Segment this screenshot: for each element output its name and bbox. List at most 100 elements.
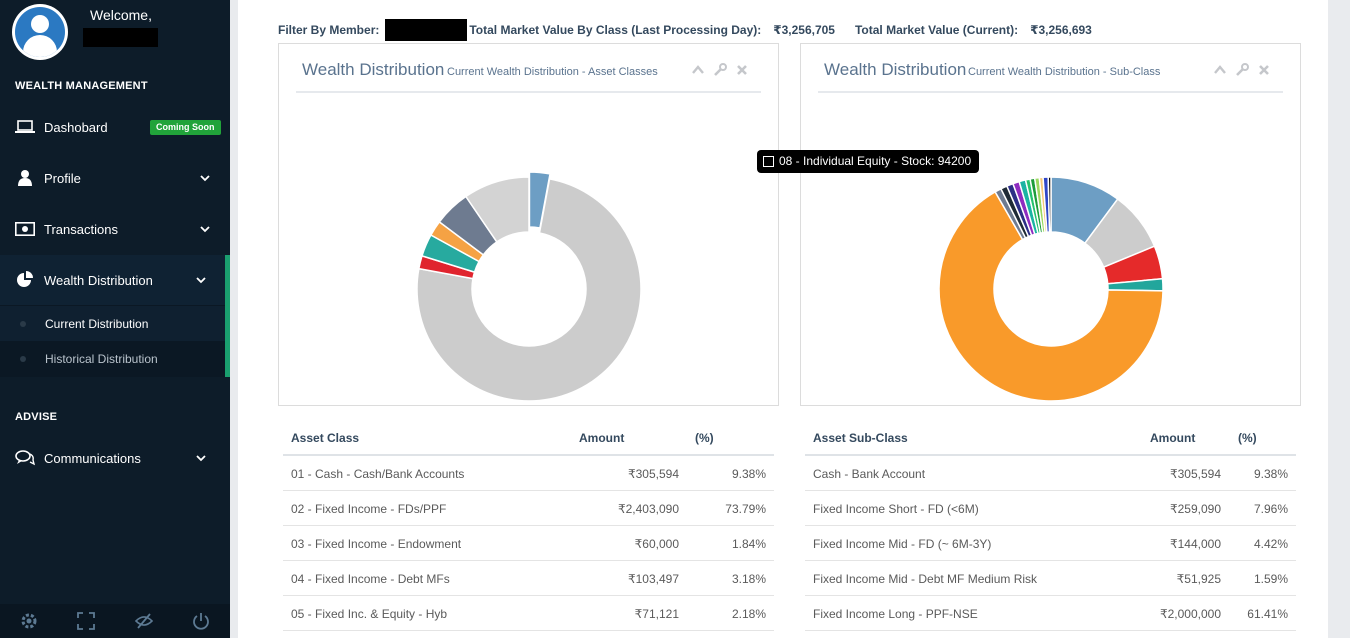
bullet-icon <box>20 355 26 362</box>
sidebar-item-transactions[interactable]: Transactions <box>0 204 230 254</box>
sub-class-table: Asset Sub-Class Amount (%) Cash - Bank A… <box>805 420 1296 631</box>
table-row: 05 - Fixed Inc. & Equity - Hyb ₹71,121 2.1… <box>283 596 774 631</box>
cell-percent: 3.18% <box>731 572 766 586</box>
sidebar-item-label: Dashobard <box>44 119 108 135</box>
sidebar-item-wealth-distribution[interactable]: Wealth Distribution <box>0 255 230 305</box>
sidebar-subitem-historical[interactable]: Historical Distribution <box>0 341 225 376</box>
current-total-label: Total Market Value (Current): <box>854 23 1019 37</box>
asset-class-donut-chart[interactable] <box>279 94 778 405</box>
chat-icon <box>14 449 36 467</box>
cell-percent: 61.41% <box>1247 607 1288 621</box>
chevron-down-icon <box>194 273 208 287</box>
cell-amount: ₹305,594 <box>1169 467 1221 481</box>
cell-amount: ₹103,497 <box>627 572 679 586</box>
sidebar-footer <box>0 604 230 638</box>
section-title-advise: ADVISE <box>15 411 58 423</box>
col-header-percent: (%) <box>1238 431 1257 445</box>
main-area: Filter By Member: Total Market Value By … <box>230 0 1350 638</box>
class-total-label: Total Market Value By Class (Last Proces… <box>469 23 762 37</box>
user-icon <box>15 7 65 57</box>
sub-class-donut-chart[interactable] <box>801 94 1300 405</box>
sidebar-subitem-label: Current Distribution <box>45 316 149 331</box>
laptop-icon <box>14 118 36 136</box>
table-row: Fixed Income Long - PPF-NSE ₹2,000,000 61.… <box>805 596 1296 631</box>
table-row: Fixed Income Mid - Debt MF Medium Risk ₹5… <box>805 561 1296 596</box>
table-row: 04 - Fixed Income - Debt MFs ₹103,497 3.18… <box>283 561 774 596</box>
user-block: Welcome, <box>0 0 230 64</box>
cell-percent: 9.38% <box>1253 467 1288 481</box>
cell-class: 02 - Fixed Income - FDs/PPF <box>291 502 447 516</box>
cell-percent: 7.96% <box>1253 502 1288 516</box>
cell-amount: ₹144,000 <box>1169 537 1221 551</box>
chart-tooltip: 08 - Individual Equity - Stock: 94200 <box>757 150 980 173</box>
close-icon[interactable] <box>1257 63 1271 77</box>
donut-slice[interactable] <box>416 178 642 402</box>
sidebar-item-label: Communications <box>44 450 141 466</box>
welcome-text: Welcome, <box>90 7 152 23</box>
cell-class: Fixed Income Short - FD (<6M) <box>813 502 979 516</box>
sidebar-item-dashboard[interactable]: Dashobard Coming Soon <box>0 102 230 152</box>
cell-percent: 4.42% <box>1253 537 1288 551</box>
filter-row: Filter By Member: Total Market Value By … <box>278 19 1092 41</box>
gear-icon[interactable] <box>20 612 38 630</box>
table-row: 03 - Fixed Income - Endowment ₹60,000 1.84… <box>283 526 774 561</box>
donut-slice[interactable] <box>464 176 530 243</box>
sidebar: Welcome, WEALTH MANAGEMENT Dashobard Com… <box>0 0 230 638</box>
wrench-icon[interactable] <box>713 63 727 77</box>
table-header: Asset Sub-Class Amount (%) <box>805 420 1296 456</box>
col-header-amount: Amount <box>579 431 625 445</box>
collapse-icon[interactable] <box>1213 63 1227 77</box>
cell-class: 01 - Cash - Cash/Bank Accounts <box>291 467 465 481</box>
coming-soon-badge: Coming Soon <box>150 120 221 135</box>
cell-amount: ₹2,403,090 <box>617 502 679 516</box>
sidebar-item-communications[interactable]: Communications <box>0 433 230 483</box>
table-row: Fixed Income Short - FD (<6M) ₹259,090 7.9… <box>805 491 1296 526</box>
donut-slice[interactable] <box>1047 176 1052 233</box>
cell-class: Fixed Income Mid - Debt MF Medium Risk <box>813 572 1038 586</box>
col-header-asset-class: Asset Class <box>291 431 360 445</box>
sidebar-item-label: Transactions <box>44 221 118 237</box>
cell-amount: ₹2,000,000 <box>1159 607 1221 621</box>
current-total-value: ₹3,256,693 <box>1030 23 1092 37</box>
table-row: 02 - Fixed Income - FDs/PPF ₹2,403,090 73.… <box>283 491 774 526</box>
cell-class: 05 - Fixed Inc. & Equity - Hyb <box>291 607 448 621</box>
cell-percent: 73.79% <box>725 502 766 516</box>
content-card: Filter By Member: Total Market Value By … <box>238 0 1328 638</box>
asset-class-table: Asset Class Amount (%) 01 - Cash - Cash/… <box>283 420 774 631</box>
member-select[interactable] <box>385 19 468 41</box>
sidebar-item-label: Profile <box>44 170 81 186</box>
sidebar-item-label: Wealth Distribution <box>44 272 153 288</box>
bullet-icon <box>20 320 26 327</box>
user-icon <box>14 169 36 187</box>
panel-sub-classes: Wealth Distribution Current Wealth Distr… <box>800 43 1301 406</box>
cell-class: Cash - Bank Account <box>813 467 926 481</box>
panel-tools <box>1213 63 1271 77</box>
collapse-icon[interactable] <box>691 63 705 77</box>
chevron-down-icon <box>198 222 212 236</box>
eye-slash-icon[interactable] <box>134 612 154 630</box>
section-title-wealth: WEALTH MANAGEMENT <box>15 80 148 92</box>
table-row: 01 - Cash - Cash/Bank Accounts ₹305,594 9.… <box>283 456 774 491</box>
fullscreen-icon[interactable] <box>77 612 95 630</box>
money-icon <box>14 220 36 238</box>
panel-subtitle: Current Wealth Distribution - Sub-Class <box>968 66 1161 78</box>
col-header-amount: Amount <box>1150 431 1196 445</box>
sidebar-item-profile[interactable]: Profile <box>0 153 230 203</box>
table-row: Fixed Income Mid - FD (~ 6M-3Y) ₹144,000 4… <box>805 526 1296 561</box>
cell-class: 04 - Fixed Income - Debt MFs <box>291 572 450 586</box>
power-icon[interactable] <box>192 612 210 630</box>
col-header-sub-class: Asset Sub-Class <box>813 431 908 445</box>
panel-title: Wealth Distribution <box>824 60 967 79</box>
close-icon[interactable] <box>735 63 749 77</box>
sidebar-subitem-current[interactable]: Current Distribution <box>0 306 225 341</box>
pie-chart-icon <box>14 271 36 289</box>
cell-amount: ₹60,000 <box>634 537 679 551</box>
donut-slice[interactable] <box>938 190 1164 402</box>
cell-class: 03 - Fixed Income - Endowment <box>291 537 462 551</box>
cell-percent: 2.18% <box>731 607 766 621</box>
avatar[interactable] <box>12 4 68 60</box>
panel-asset-classes: Wealth Distribution Current Wealth Distr… <box>278 43 779 406</box>
panel-subtitle: Current Wealth Distribution - Asset Clas… <box>447 66 658 78</box>
wrench-icon[interactable] <box>1235 63 1249 77</box>
cell-amount: ₹71,121 <box>634 607 679 621</box>
